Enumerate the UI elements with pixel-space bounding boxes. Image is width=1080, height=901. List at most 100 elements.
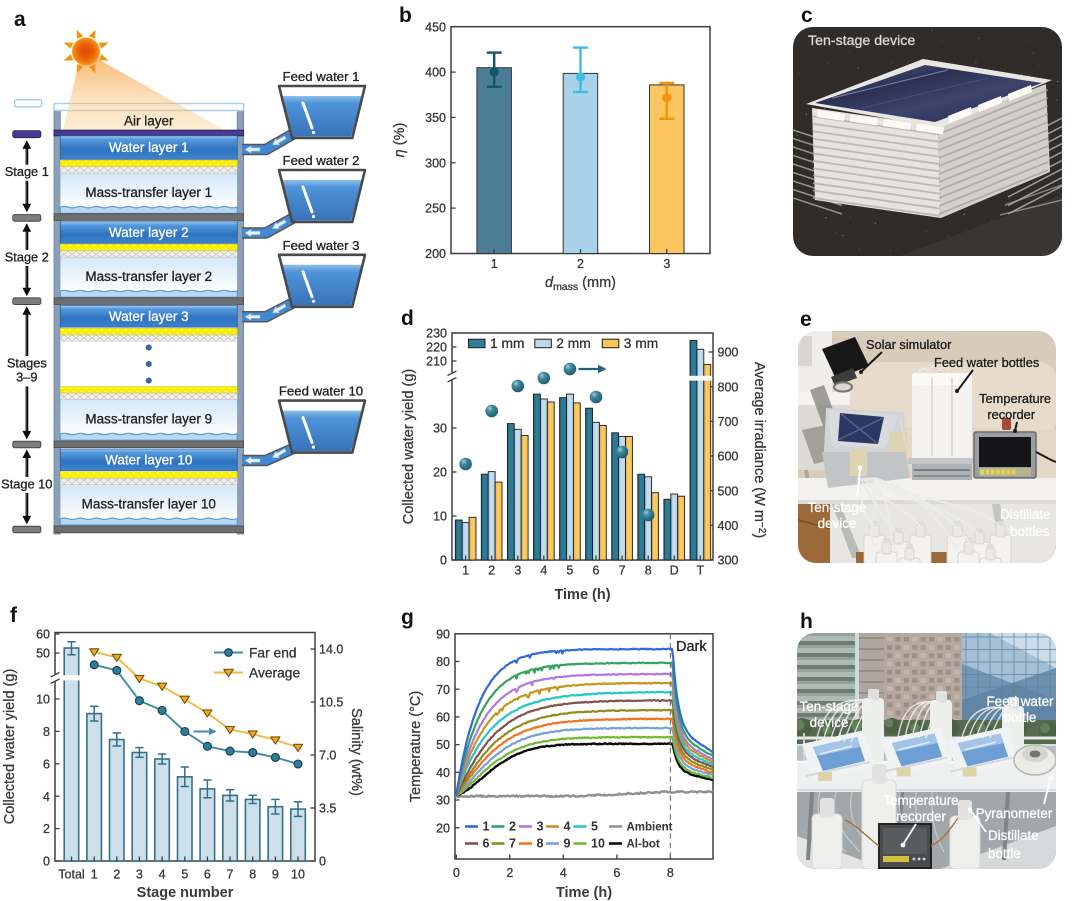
svg-text:Temperature (°C): Temperature (°C) bbox=[408, 691, 424, 802]
svg-text:5: 5 bbox=[181, 868, 188, 882]
svg-text:450: 450 bbox=[425, 20, 446, 34]
svg-text:210: 210 bbox=[426, 355, 447, 369]
svg-text:Stage number: Stage number bbox=[137, 885, 234, 901]
svg-text:bottle: bottle bbox=[1004, 710, 1037, 725]
svg-text:500: 500 bbox=[718, 484, 739, 498]
svg-text:recorder: recorder bbox=[896, 809, 946, 824]
svg-text:Stage 10: Stage 10 bbox=[1, 477, 52, 492]
svg-text:6: 6 bbox=[204, 868, 211, 882]
svg-text:2 mm: 2 mm bbox=[556, 336, 591, 351]
svg-text:Stages: Stages bbox=[7, 356, 47, 371]
svg-text:10.5: 10.5 bbox=[319, 696, 343, 710]
svg-text:0: 0 bbox=[43, 855, 50, 869]
svg-text:60: 60 bbox=[436, 711, 450, 725]
svg-text:14.0: 14.0 bbox=[319, 643, 343, 657]
svg-text:Time (h): Time (h) bbox=[556, 885, 612, 901]
svg-text:1: 1 bbox=[91, 868, 98, 882]
svg-text:4: 4 bbox=[43, 790, 50, 804]
svg-text:230: 230 bbox=[426, 327, 447, 341]
svg-text:Ambient: Ambient bbox=[627, 822, 673, 834]
svg-text:600: 600 bbox=[718, 450, 739, 464]
svg-text:Stage 1: Stage 1 bbox=[5, 164, 49, 179]
svg-text:6: 6 bbox=[613, 866, 620, 880]
svg-text:10: 10 bbox=[291, 868, 305, 882]
svg-text:Temperature: Temperature bbox=[883, 793, 958, 808]
svg-text:3: 3 bbox=[663, 257, 670, 271]
svg-text:300: 300 bbox=[425, 156, 446, 170]
svg-text:200: 200 bbox=[425, 247, 446, 261]
svg-text:400: 400 bbox=[718, 519, 739, 533]
svg-text:6: 6 bbox=[483, 837, 490, 851]
svg-text:Time (h): Time (h) bbox=[554, 587, 610, 603]
svg-text:2: 2 bbox=[506, 866, 513, 880]
svg-text:1: 1 bbox=[483, 820, 490, 834]
svg-text:Collected water yield (g): Collected water yield (g) bbox=[401, 369, 417, 525]
svg-text:2: 2 bbox=[577, 257, 584, 271]
svg-text:10: 10 bbox=[591, 837, 605, 851]
svg-text:60: 60 bbox=[36, 628, 50, 642]
svg-text:5: 5 bbox=[566, 564, 573, 578]
svg-text:700: 700 bbox=[718, 415, 739, 429]
svg-text:50: 50 bbox=[36, 647, 50, 661]
svg-text:T: T bbox=[696, 564, 704, 578]
svg-text:Total: Total bbox=[58, 868, 84, 882]
svg-text:Water layer 1: Water layer 1 bbox=[109, 140, 189, 155]
svg-text:Feed water 1: Feed water 1 bbox=[283, 69, 360, 84]
svg-text:Salinity (wt%): Salinity (wt%) bbox=[348, 708, 364, 796]
svg-text:Distillate: Distillate bbox=[1000, 507, 1051, 522]
svg-text:6: 6 bbox=[593, 564, 600, 578]
svg-text:2: 2 bbox=[43, 822, 50, 836]
svg-text:3–9: 3–9 bbox=[16, 370, 37, 385]
svg-text:4: 4 bbox=[159, 868, 166, 882]
svg-text:3.5: 3.5 bbox=[319, 802, 336, 816]
svg-text:300: 300 bbox=[718, 554, 739, 568]
svg-text:10: 10 bbox=[433, 510, 447, 524]
svg-text:7.0: 7.0 bbox=[319, 749, 336, 763]
svg-text:Far end: Far end bbox=[249, 646, 297, 661]
svg-text:c: c bbox=[801, 4, 813, 27]
svg-text:0: 0 bbox=[453, 866, 460, 880]
svg-text:Average irradiance (W m−2): Average irradiance (W m−2) bbox=[751, 362, 767, 538]
svg-text:40: 40 bbox=[436, 766, 450, 780]
svg-text:4: 4 bbox=[564, 820, 571, 834]
svg-text:Al-bot: Al-bot bbox=[627, 839, 660, 851]
svg-text:Temperature: Temperature bbox=[979, 391, 1051, 406]
svg-text:250: 250 bbox=[425, 202, 446, 216]
svg-text:Water layer 3: Water layer 3 bbox=[109, 309, 189, 324]
svg-text:20: 20 bbox=[436, 821, 450, 835]
svg-text:30: 30 bbox=[433, 422, 447, 436]
svg-text:device: device bbox=[810, 715, 849, 730]
svg-text:Mass-transfer layer 10: Mass-transfer layer 10 bbox=[82, 497, 216, 512]
svg-text:Feed water 2: Feed water 2 bbox=[283, 153, 360, 168]
svg-text:Stage 2: Stage 2 bbox=[5, 250, 49, 265]
svg-text:f: f bbox=[10, 604, 18, 627]
svg-text:D: D bbox=[670, 564, 679, 578]
svg-text:device: device bbox=[818, 516, 857, 531]
svg-text:η (%): η (%) bbox=[392, 123, 408, 158]
svg-text:Air layer: Air layer bbox=[124, 114, 174, 129]
svg-text:dmass (mm): dmass (mm) bbox=[545, 275, 616, 293]
svg-text:80: 80 bbox=[436, 655, 450, 669]
svg-text:Collected water yield (g): Collected water yield (g) bbox=[2, 669, 18, 825]
svg-text:bottle: bottle bbox=[988, 846, 1021, 861]
svg-text:d: d bbox=[401, 307, 414, 330]
svg-text:3: 3 bbox=[136, 868, 143, 882]
svg-text:Feed water bottles: Feed water bottles bbox=[934, 355, 1039, 370]
svg-text:a: a bbox=[14, 8, 26, 31]
svg-text:7: 7 bbox=[619, 564, 626, 578]
svg-text:1: 1 bbox=[491, 257, 498, 271]
svg-text:Mass-transfer layer 1: Mass-transfer layer 1 bbox=[85, 185, 212, 200]
svg-text:3 mm: 3 mm bbox=[624, 336, 659, 351]
svg-text:b: b bbox=[399, 4, 412, 27]
svg-text:e: e bbox=[800, 308, 812, 331]
svg-text:Ten-stage: Ten-stage bbox=[800, 699, 859, 714]
svg-text:220: 220 bbox=[426, 341, 447, 355]
svg-text:recorder: recorder bbox=[987, 407, 1035, 422]
svg-text:8: 8 bbox=[43, 725, 50, 739]
svg-text:9: 9 bbox=[564, 837, 571, 851]
svg-text:3: 3 bbox=[514, 564, 521, 578]
svg-text:7: 7 bbox=[509, 837, 516, 851]
svg-text:8: 8 bbox=[537, 837, 544, 851]
svg-text:Distillate: Distillate bbox=[988, 828, 1039, 843]
svg-text:30: 30 bbox=[436, 794, 450, 808]
